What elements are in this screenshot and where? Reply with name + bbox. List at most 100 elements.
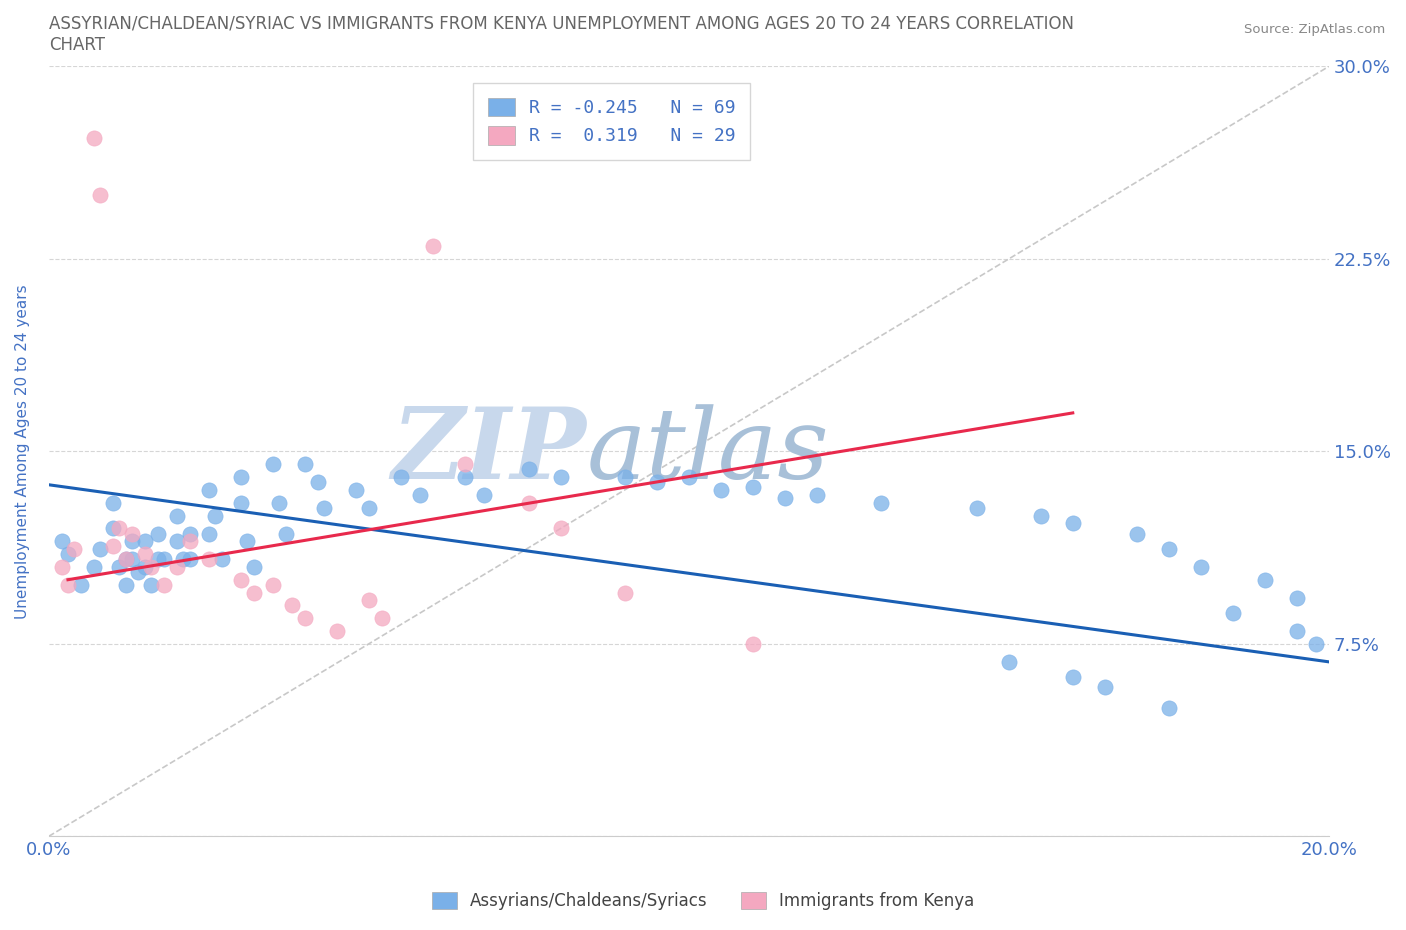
Point — [89, 187, 111, 202]
Point — [179, 526, 201, 541]
Text: Source: ZipAtlas.com: Source: ZipAtlas.com — [1244, 23, 1385, 36]
Point — [63, 541, 86, 556]
Point — [141, 578, 163, 592]
Point — [89, 541, 111, 556]
Point — [741, 480, 763, 495]
Text: ASSYRIAN/CHALDEAN/SYRIAC VS IMMIGRANTS FROM KENYA UNEMPLOYMENT AMONG AGES 20 TO : ASSYRIAN/CHALDEAN/SYRIAC VS IMMIGRANTS F… — [49, 15, 1074, 54]
Point — [101, 521, 124, 536]
Point — [229, 470, 252, 485]
Text: atlas: atlas — [586, 404, 830, 499]
Point — [307, 474, 329, 489]
Point — [550, 521, 572, 536]
Point — [1062, 670, 1084, 684]
Point — [1094, 680, 1116, 695]
Point — [197, 551, 219, 566]
Point — [997, 655, 1019, 670]
Point — [274, 526, 297, 541]
Point — [389, 470, 412, 485]
Point — [1285, 624, 1308, 639]
Point — [1222, 605, 1244, 620]
Point — [262, 457, 284, 472]
Point — [550, 470, 572, 485]
Point — [613, 470, 636, 485]
Point — [409, 487, 432, 502]
Point — [51, 560, 73, 575]
Point — [114, 551, 136, 566]
Point — [197, 526, 219, 541]
Point — [101, 496, 124, 511]
Text: ZIP: ZIP — [391, 403, 586, 499]
Point — [121, 551, 143, 566]
Point — [242, 585, 264, 600]
Y-axis label: Unemployment Among Ages 20 to 24 years: Unemployment Among Ages 20 to 24 years — [15, 284, 30, 618]
Point — [108, 521, 131, 536]
Point — [454, 457, 477, 472]
Point — [710, 483, 733, 498]
Point — [229, 496, 252, 511]
Point — [121, 534, 143, 549]
Point — [1189, 560, 1212, 575]
Point — [326, 624, 349, 639]
Legend: Assyrians/Chaldeans/Syriacs, Immigrants from Kenya: Assyrians/Chaldeans/Syriacs, Immigrants … — [425, 885, 981, 917]
Point — [134, 547, 156, 562]
Point — [1254, 572, 1277, 587]
Point — [1157, 700, 1180, 715]
Point — [83, 560, 105, 575]
Point — [56, 547, 79, 562]
Point — [645, 474, 668, 489]
Point — [83, 131, 105, 146]
Point — [472, 487, 495, 502]
Point — [806, 487, 828, 502]
Point — [773, 490, 796, 505]
Point — [281, 598, 304, 613]
Point — [166, 508, 188, 523]
Point — [236, 534, 259, 549]
Point — [121, 526, 143, 541]
Point — [127, 565, 149, 579]
Point — [242, 560, 264, 575]
Point — [294, 611, 316, 626]
Point — [454, 470, 477, 485]
Point — [741, 636, 763, 651]
Point — [1126, 526, 1149, 541]
Point — [204, 508, 226, 523]
Point — [179, 534, 201, 549]
Point — [1029, 508, 1052, 523]
Point — [114, 551, 136, 566]
Point — [1305, 636, 1327, 651]
Point — [262, 578, 284, 592]
Point — [146, 551, 169, 566]
Point — [294, 457, 316, 472]
Point — [146, 526, 169, 541]
Point — [197, 483, 219, 498]
Point — [1062, 516, 1084, 531]
Point — [134, 560, 156, 575]
Point — [114, 578, 136, 592]
Point — [179, 551, 201, 566]
Point — [966, 500, 988, 515]
Point — [357, 500, 380, 515]
Point — [613, 585, 636, 600]
Point — [422, 239, 444, 254]
Point — [312, 500, 335, 515]
Point — [869, 496, 891, 511]
Point — [153, 578, 176, 592]
Point — [153, 551, 176, 566]
Point — [56, 578, 79, 592]
Point — [344, 483, 367, 498]
Point — [370, 611, 392, 626]
Point — [517, 462, 540, 477]
Point — [108, 560, 131, 575]
Point — [1157, 541, 1180, 556]
Point — [357, 592, 380, 607]
Point — [141, 560, 163, 575]
Point — [229, 572, 252, 587]
Point — [166, 560, 188, 575]
Point — [678, 470, 700, 485]
Point — [134, 534, 156, 549]
Point — [166, 534, 188, 549]
Point — [1285, 591, 1308, 605]
Point — [101, 538, 124, 553]
Point — [69, 578, 91, 592]
Point — [517, 496, 540, 511]
